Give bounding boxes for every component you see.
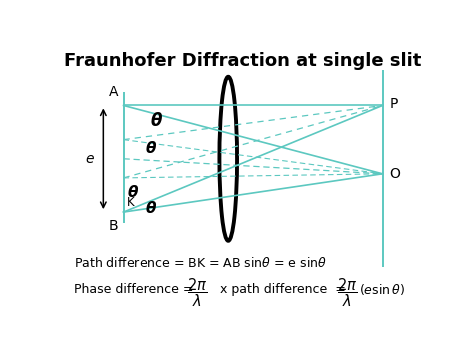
Text: P: P [389,97,398,111]
Text: $\dfrac{2\pi}{\lambda}$: $\dfrac{2\pi}{\lambda}$ [337,277,358,309]
Text: $\boldsymbol{\it\theta}$: $\boldsymbol{\it\theta}$ [145,200,157,216]
Text: A: A [109,84,118,99]
Text: $\boldsymbol{\it\theta}$: $\boldsymbol{\it\theta}$ [127,184,139,200]
Text: $(e\sin\theta)$: $(e\sin\theta)$ [359,283,405,297]
Text: $\boldsymbol{\it\theta}$: $\boldsymbol{\it\theta}$ [145,140,157,156]
Text: $\dfrac{2\pi}{\lambda}$: $\dfrac{2\pi}{\lambda}$ [187,277,207,309]
Text: B: B [109,219,118,233]
Text: Fraunhofer Diffraction at single slit: Fraunhofer Diffraction at single slit [64,52,421,70]
Text: $\boldsymbol{\it\theta}$: $\boldsymbol{\it\theta}$ [150,111,163,130]
Text: K: K [127,196,135,209]
Text: Path difference = BK = AB sin$\theta$ = e sin$\theta$: Path difference = BK = AB sin$\theta$ = … [74,256,327,270]
Text: x path difference  =: x path difference = [212,284,346,296]
Text: e: e [86,152,94,166]
Text: O: O [389,167,400,181]
Text: Phase difference =: Phase difference = [74,284,198,296]
